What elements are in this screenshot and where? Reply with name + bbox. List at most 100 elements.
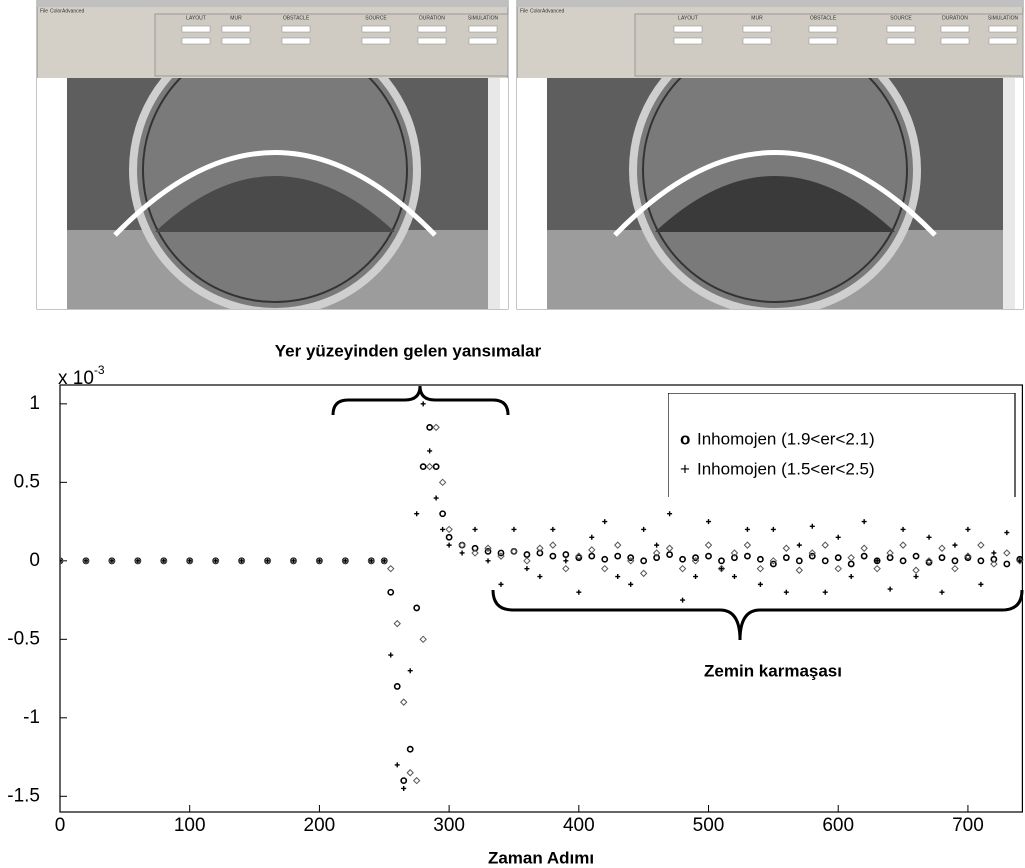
panel-field — [886, 25, 916, 33]
marker-o — [990, 555, 998, 563]
panel-title: SIMULATION — [468, 15, 499, 21]
panel-field — [361, 25, 391, 33]
marker-diamond — [860, 544, 868, 552]
marker-diamond — [419, 635, 427, 644]
marker-plus — [420, 401, 426, 407]
marker-plus — [952, 542, 958, 548]
marker-diamond — [400, 698, 408, 706]
marker-diamond — [938, 544, 946, 552]
marker-plus — [589, 534, 595, 540]
marker-plus — [641, 526, 647, 532]
marker-diamond — [899, 541, 907, 549]
marker-diamond — [977, 541, 985, 549]
marker-diamond — [821, 541, 829, 549]
marker-diamond — [730, 549, 739, 557]
marker-plus — [485, 558, 491, 564]
menu-item: Advanced — [62, 8, 84, 14]
brace — [491, 589, 1024, 641]
field-edge — [488, 78, 500, 309]
marker-o — [549, 552, 557, 560]
marker-plus — [913, 574, 919, 580]
marker-diamond — [614, 541, 622, 549]
panel-field — [940, 25, 970, 33]
ground-scatter — [155, 176, 395, 232]
marker-diamond — [289, 557, 298, 565]
marker-diamond — [510, 547, 518, 556]
marker-diamond — [60, 557, 64, 565]
marker-o — [484, 548, 492, 555]
multiplier-exponent: -3 — [94, 363, 105, 377]
marker-plus — [368, 558, 374, 564]
field-edge — [1003, 78, 1015, 309]
canvas — [37, 78, 508, 309]
marker-diamond — [990, 560, 998, 568]
marker-diamond — [665, 544, 674, 552]
marker-diamond — [536, 544, 544, 552]
marker-plus — [1017, 558, 1023, 564]
marker-diamond — [873, 564, 881, 573]
marker-diamond — [575, 552, 583, 560]
marker-o — [951, 557, 959, 565]
marker-o — [426, 423, 434, 431]
marker-diamond — [704, 541, 713, 549]
y-tick-label: -1.5 — [7, 785, 40, 806]
marker-plus — [770, 526, 776, 532]
marker-o — [795, 557, 803, 565]
marker-o — [432, 463, 440, 471]
marker-plus — [602, 519, 608, 525]
marker-plus — [433, 495, 439, 501]
marker-o — [562, 551, 570, 558]
marker-o — [627, 554, 635, 562]
marker-plus — [718, 566, 724, 572]
y-tick-label: -0.5 — [7, 628, 40, 649]
marker-plus — [524, 566, 530, 572]
marker-o — [782, 554, 790, 562]
panel-field — [468, 25, 498, 33]
y-multiplier: x 10-3 — [58, 363, 105, 389]
marker-diamond — [808, 549, 816, 557]
marker-diamond — [412, 776, 421, 785]
marker-plus — [835, 534, 841, 540]
panel-field — [281, 37, 311, 45]
marker-o — [744, 552, 751, 560]
marker-diamond — [549, 541, 557, 549]
marker-diamond — [263, 557, 272, 565]
marker-plus — [693, 574, 699, 580]
marker-diamond — [108, 557, 116, 565]
marker-o — [536, 549, 544, 557]
marker-plus — [239, 558, 245, 564]
marker-o — [899, 557, 907, 565]
marker-plus — [783, 589, 789, 595]
marker-diamond — [134, 557, 142, 565]
marker-diamond — [769, 557, 778, 565]
marker-o — [640, 557, 648, 565]
panel-title: DURATION — [419, 15, 445, 21]
toolbar — [634, 13, 1024, 77]
panel-field — [988, 37, 1018, 45]
marker-plus — [900, 526, 906, 532]
marker-plus — [290, 558, 296, 564]
panel-field — [742, 37, 772, 45]
marker-diamond — [471, 549, 479, 557]
marker-diamond — [795, 566, 804, 574]
marker-o — [925, 558, 933, 566]
marker-diamond — [387, 564, 395, 573]
x-tick-label: 600 — [822, 815, 854, 836]
marker-o — [912, 552, 920, 560]
marker-plus — [213, 558, 219, 564]
panel-field — [417, 25, 447, 33]
marker-o — [523, 551, 531, 558]
marker-plus — [563, 558, 569, 564]
marker-o — [873, 557, 881, 565]
panel-field — [281, 25, 311, 33]
marker-diamond — [626, 557, 635, 565]
marker-plus — [887, 586, 893, 592]
marker-plus — [498, 581, 504, 587]
marker-plus — [680, 597, 686, 603]
marker-diamond — [406, 769, 414, 777]
marker-diamond — [380, 557, 388, 565]
marker-plus — [83, 558, 89, 564]
toolbar — [154, 13, 509, 77]
marker-o — [964, 554, 972, 562]
marker-o — [575, 554, 583, 562]
